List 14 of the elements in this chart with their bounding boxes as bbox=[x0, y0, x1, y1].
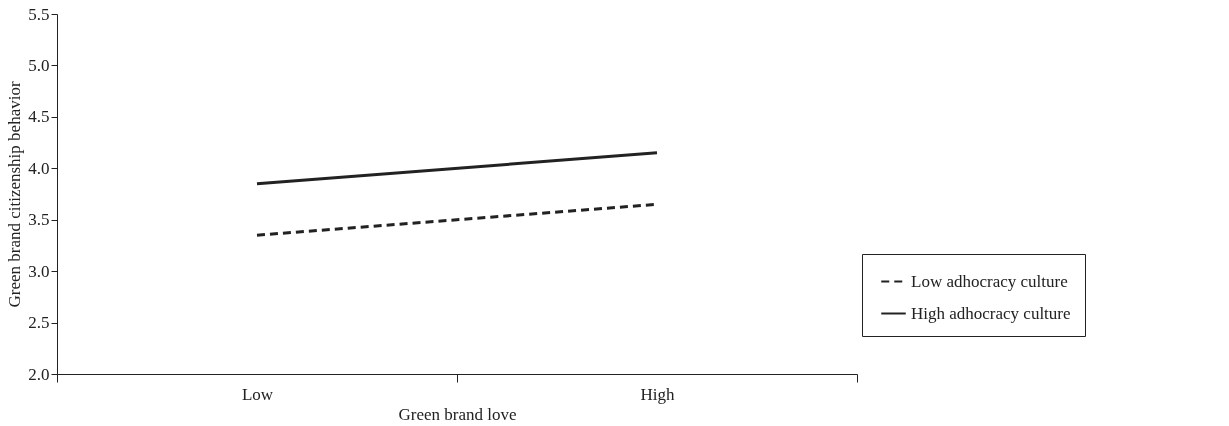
y-tick-label: 3.5 bbox=[28, 210, 50, 230]
y-tick-label: 5.5 bbox=[28, 4, 50, 24]
y-tick-label: 5.0 bbox=[28, 55, 50, 75]
legend-label: High adhocracy culture bbox=[911, 303, 1071, 323]
y-axis-title: Green brand citizenship behavior bbox=[5, 81, 25, 308]
y-tick-label: 4.0 bbox=[28, 158, 50, 178]
x-tick-label: High bbox=[640, 384, 675, 404]
y-tick-label: 2.5 bbox=[28, 313, 50, 333]
y-tick-label: 2.0 bbox=[28, 364, 50, 384]
y-tick-label: 4.5 bbox=[28, 107, 50, 127]
legend-label: Low adhocracy culture bbox=[911, 271, 1068, 291]
x-axis-title: Green brand love bbox=[398, 404, 517, 424]
x-tick-label: Low bbox=[241, 384, 274, 404]
y-tick-label: 3.0 bbox=[28, 261, 50, 281]
